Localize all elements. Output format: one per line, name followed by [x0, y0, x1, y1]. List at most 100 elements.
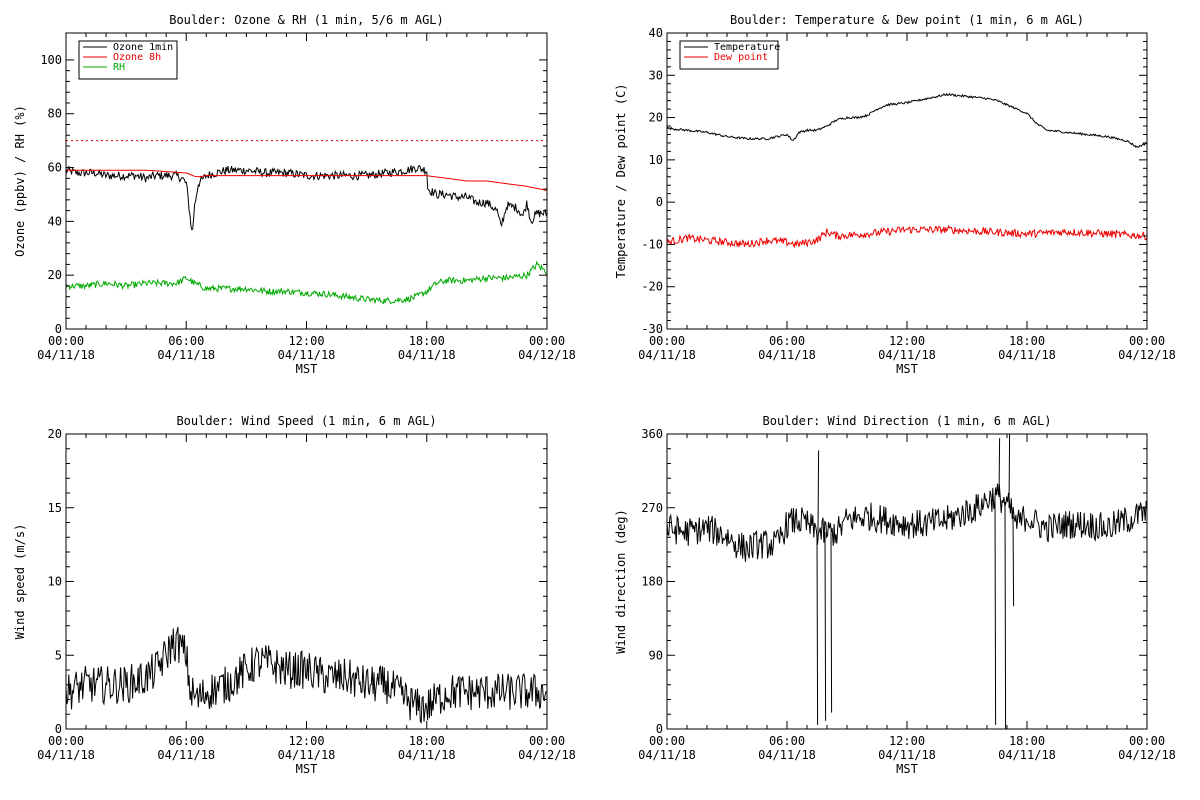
spike-mark: [1004, 502, 1007, 730]
chart-title: Boulder: Temperature & Dew point (1 min,…: [730, 13, 1084, 27]
x-tick-label: 00:00: [48, 734, 84, 748]
y-tick-label: 0: [656, 195, 663, 209]
x-tick-label: 06:00: [769, 734, 805, 748]
x-tick-date-label: 04/12/18: [1118, 748, 1176, 762]
y-tick-label: 80: [48, 107, 62, 121]
y-axis-label: Wind speed (m/s): [13, 524, 27, 640]
x-tick-date-label: 04/11/18: [157, 748, 215, 762]
y-tick-label: 360: [641, 427, 663, 441]
x-tick-label: 18:00: [1009, 734, 1045, 748]
y-tick-label: 270: [641, 501, 663, 515]
x-tick-date-label: 04/11/18: [398, 348, 456, 362]
x-tick-date-label: 04/12/18: [518, 748, 576, 762]
x-tick-label: 18:00: [409, 734, 445, 748]
y-axis-label: Wind direction (deg): [614, 509, 628, 654]
legend-label: RH: [113, 62, 125, 73]
x-tick-label: 00:00: [649, 734, 685, 748]
spike-mark: [824, 532, 827, 721]
x-tick-label: 00:00: [529, 334, 565, 348]
x-tick-date-label: 04/11/18: [998, 748, 1056, 762]
series-line-ozone-8h: [66, 169, 547, 191]
y-tick-label: 40: [48, 214, 62, 228]
y-tick-label: 5: [55, 648, 62, 662]
x-tick-date-label: 04/11/18: [638, 348, 696, 362]
y-tick-label: -10: [641, 237, 663, 251]
x-tick-label: 06:00: [769, 334, 805, 348]
x-tick-label: 00:00: [48, 334, 84, 348]
series-line-dew-point: [667, 224, 1147, 248]
plot-frame: [666, 32, 1148, 330]
y-tick-label: 20: [48, 427, 62, 441]
x-tick-label: 18:00: [409, 334, 445, 348]
x-tick-label: 18:00: [1009, 334, 1045, 348]
x-tick-label: 12:00: [288, 334, 324, 348]
x-tick-date-label: 04/11/18: [278, 748, 336, 762]
chart-title: Boulder: Wind Speed (1 min, 6 m AGL): [176, 414, 436, 428]
x-tick-date-label: 04/11/18: [998, 348, 1056, 362]
spike-mark: [998, 438, 1001, 498]
y-tick-label: 30: [649, 68, 663, 82]
legend-label: Ozone 1min: [113, 42, 173, 53]
spike-mark: [817, 450, 820, 533]
chart-panel-2: -30-20-1001020304000:0004/11/1806:0004/1…: [614, 13, 1176, 376]
x-axis-label: MST: [296, 362, 318, 376]
y-tick-label: 0: [656, 722, 663, 736]
x-tick-date-label: 04/11/18: [638, 748, 696, 762]
x-tick-date-label: 04/12/18: [1118, 348, 1176, 362]
chart-panel-3: 0510152000:0004/11/1806:0004/11/1812:000…: [13, 414, 576, 776]
y-tick-label: 15: [48, 501, 62, 515]
x-tick-label: 00:00: [649, 334, 685, 348]
legend-label: Ozone 8h: [113, 52, 161, 63]
legend-box: [679, 40, 779, 70]
y-axis-label: Ozone (ppbv) / RH (%): [13, 105, 27, 257]
y-tick-label: 180: [641, 575, 663, 589]
x-tick-date-label: 04/11/18: [157, 348, 215, 362]
x-axis-label: MST: [296, 762, 318, 776]
y-tick-label: 60: [48, 161, 62, 175]
y-axis-label: Temperature / Dew point (C): [614, 83, 628, 278]
series-line-1: [66, 626, 547, 724]
series-line-temperature: [667, 92, 1147, 149]
spike-mark: [1012, 515, 1015, 607]
y-tick-label: 0: [55, 722, 62, 736]
x-tick-label: 06:00: [168, 334, 204, 348]
x-tick-date-label: 04/11/18: [398, 748, 456, 762]
legend-label: Dew point: [714, 52, 768, 63]
x-tick-date-label: 04/11/18: [878, 348, 936, 362]
x-tick-label: 12:00: [288, 734, 324, 748]
series-line-rh: [66, 260, 547, 305]
chart-panel-4: 09018027036000:0004/11/1806:0004/11/1812…: [614, 414, 1176, 776]
x-tick-date-label: 04/11/18: [878, 748, 936, 762]
y-tick-label: -20: [641, 280, 663, 294]
chart-panel-1: 02040608010000:0004/11/1806:0004/11/1812…: [13, 13, 576, 376]
series-line-1: [667, 483, 1147, 562]
x-tick-date-label: 04/11/18: [37, 348, 95, 362]
x-tick-label: 00:00: [1129, 334, 1165, 348]
y-tick-label: 100: [40, 53, 62, 67]
spike-mark: [816, 532, 819, 725]
chart-title: Boulder: Ozone & RH (1 min, 5/6 m AGL): [169, 13, 444, 27]
plot-frame: [65, 433, 548, 730]
spike-mark: [1008, 433, 1011, 508]
y-tick-label: 40: [649, 26, 663, 40]
chart-title: Boulder: Wind Direction (1 min, 6 m AGL): [763, 414, 1052, 428]
spike-mark: [994, 496, 997, 725]
x-tick-date-label: 04/11/18: [758, 348, 816, 362]
y-tick-label: 10: [48, 575, 62, 589]
x-tick-date-label: 04/11/18: [37, 748, 95, 762]
series-line-ozone-1min: [66, 164, 547, 231]
y-tick-label: 20: [649, 111, 663, 125]
x-tick-label: 00:00: [529, 734, 565, 748]
spike-mark: [830, 532, 833, 713]
x-axis-label: MST: [896, 762, 918, 776]
y-tick-label: 20: [48, 268, 62, 282]
y-tick-label: 10: [649, 153, 663, 167]
x-tick-label: 12:00: [889, 334, 925, 348]
x-tick-date-label: 04/11/18: [278, 348, 336, 362]
legend-label: Temperature: [714, 42, 780, 53]
y-tick-label: -30: [641, 322, 663, 336]
x-tick-date-label: 04/12/18: [518, 348, 576, 362]
x-tick-label: 00:00: [1129, 734, 1165, 748]
x-tick-label: 06:00: [168, 734, 204, 748]
